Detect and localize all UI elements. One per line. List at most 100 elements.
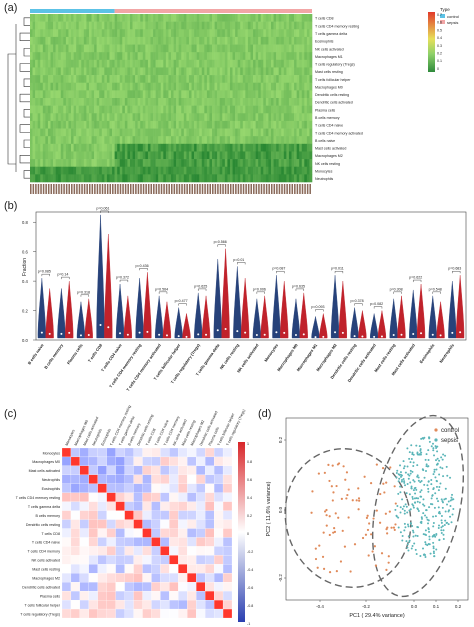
heatmap-cell xyxy=(258,59,262,68)
heatmap-cell xyxy=(145,159,149,168)
heatmap-cell xyxy=(194,67,197,76)
heatmap-cell xyxy=(119,166,123,175)
heatmap-cell xyxy=(304,52,308,61)
heatmap-cell xyxy=(219,29,223,38)
heatmap-cell xyxy=(145,174,149,183)
heatmap-cell xyxy=(245,59,249,68)
corr-cell xyxy=(88,492,98,502)
heatmap-cell xyxy=(178,159,182,168)
violin-median-dot xyxy=(40,331,43,334)
pca-point-sepsis xyxy=(403,465,406,468)
heatmap-cell xyxy=(53,52,56,61)
corr-cell xyxy=(169,510,179,520)
heatmap-cell xyxy=(306,52,310,61)
corr-cell xyxy=(169,501,179,511)
heatmap-cell xyxy=(145,166,149,175)
corr-cell xyxy=(196,501,206,511)
heatmap-cell xyxy=(258,44,262,53)
violin-median-dot xyxy=(185,335,188,338)
corr-cell xyxy=(142,456,152,466)
heatmap-cell xyxy=(163,128,167,137)
pca-point-control xyxy=(322,567,326,570)
heatmap-cell xyxy=(263,166,267,175)
heatmap-cell xyxy=(258,98,262,106)
heatmap-cell xyxy=(71,113,74,122)
pca-point-sepsis xyxy=(406,447,409,450)
heatmap-cell xyxy=(35,120,38,129)
heatmap-cell xyxy=(60,143,64,152)
heatmap-col-label xyxy=(171,184,173,194)
heatmap-cell xyxy=(76,14,80,22)
heatmap-cell xyxy=(273,174,277,183)
violin-category-label: Eosinophils xyxy=(418,342,436,364)
pca-point-sepsis xyxy=(435,479,438,482)
heatmap-cell xyxy=(276,166,279,175)
heatmap-cell xyxy=(268,29,272,38)
heatmap-cell xyxy=(309,21,313,30)
violin-control xyxy=(311,316,320,339)
heatmap-cell xyxy=(158,159,162,168)
heatmap-cell xyxy=(294,82,297,91)
heatmap-cell xyxy=(224,174,228,183)
heatmap-cell xyxy=(35,14,38,22)
heatmap-cell xyxy=(212,75,215,84)
heatmap-cell xyxy=(183,29,187,38)
pca-point-sepsis xyxy=(409,461,412,464)
violin-median-dot xyxy=(459,331,462,334)
heatmap-cell xyxy=(178,52,182,61)
heatmap-cell xyxy=(129,90,133,99)
heatmap-col-label xyxy=(235,184,237,194)
heatmap-cell xyxy=(96,44,100,53)
pca-point-sepsis xyxy=(422,533,425,536)
heatmap-cell xyxy=(76,29,80,38)
corr-cell xyxy=(178,483,188,493)
heatmap-cell xyxy=(291,166,295,175)
corr-cell xyxy=(97,537,107,547)
corr-cell xyxy=(169,555,179,565)
heatmap-cell xyxy=(30,67,33,76)
heatmap-cell xyxy=(153,113,156,122)
heatmap-cell xyxy=(304,159,308,168)
pca-point-sepsis xyxy=(432,447,435,450)
pca-point-sepsis xyxy=(414,492,417,495)
heatmap-cell xyxy=(232,75,236,84)
heatmap-cell xyxy=(199,90,203,99)
corr-cell xyxy=(178,456,188,466)
heatmap-cell xyxy=(99,120,103,129)
heatmap-col-label xyxy=(45,184,47,194)
heatmap-cell xyxy=(270,67,274,76)
heatmap-cell xyxy=(30,174,33,183)
heatmap-cell xyxy=(224,159,228,168)
heatmap-cell xyxy=(235,105,238,114)
corr-cell xyxy=(106,474,116,484)
heatmap-cell xyxy=(273,14,277,22)
heatmap-cell xyxy=(153,44,156,53)
heatmap-cell xyxy=(299,174,303,183)
heatmap-cell xyxy=(181,136,185,145)
violin-sepsis xyxy=(338,281,347,339)
heatmap-col-label xyxy=(188,184,191,194)
heatmap-cell xyxy=(71,98,74,106)
pca-point-control xyxy=(325,514,328,517)
pca-point-sepsis xyxy=(418,453,421,456)
pca-point-sepsis xyxy=(440,526,443,529)
heatmap-cell xyxy=(240,166,244,175)
heatmap-row-label: Macrophages M0 xyxy=(315,85,343,89)
pca-point-sepsis xyxy=(422,512,425,515)
heatmap-cell xyxy=(181,82,185,91)
heatmap-cell xyxy=(55,113,59,122)
heatmap-cell xyxy=(199,151,203,160)
violin-median-dot xyxy=(99,323,102,326)
heatmap-cell xyxy=(286,82,290,91)
pvalue-label: p=0.477 xyxy=(175,299,188,303)
heatmap-cell xyxy=(99,52,103,61)
corr-cell xyxy=(61,528,72,538)
legend-scale-tick: 0 xyxy=(437,67,439,71)
heatmap-cell xyxy=(171,21,174,30)
heatmap-cell xyxy=(227,136,231,145)
pca-point-sepsis xyxy=(432,473,435,476)
heatmap-cell xyxy=(188,128,192,137)
heatmap-cell xyxy=(168,21,172,30)
pca-point-sepsis xyxy=(449,499,452,502)
